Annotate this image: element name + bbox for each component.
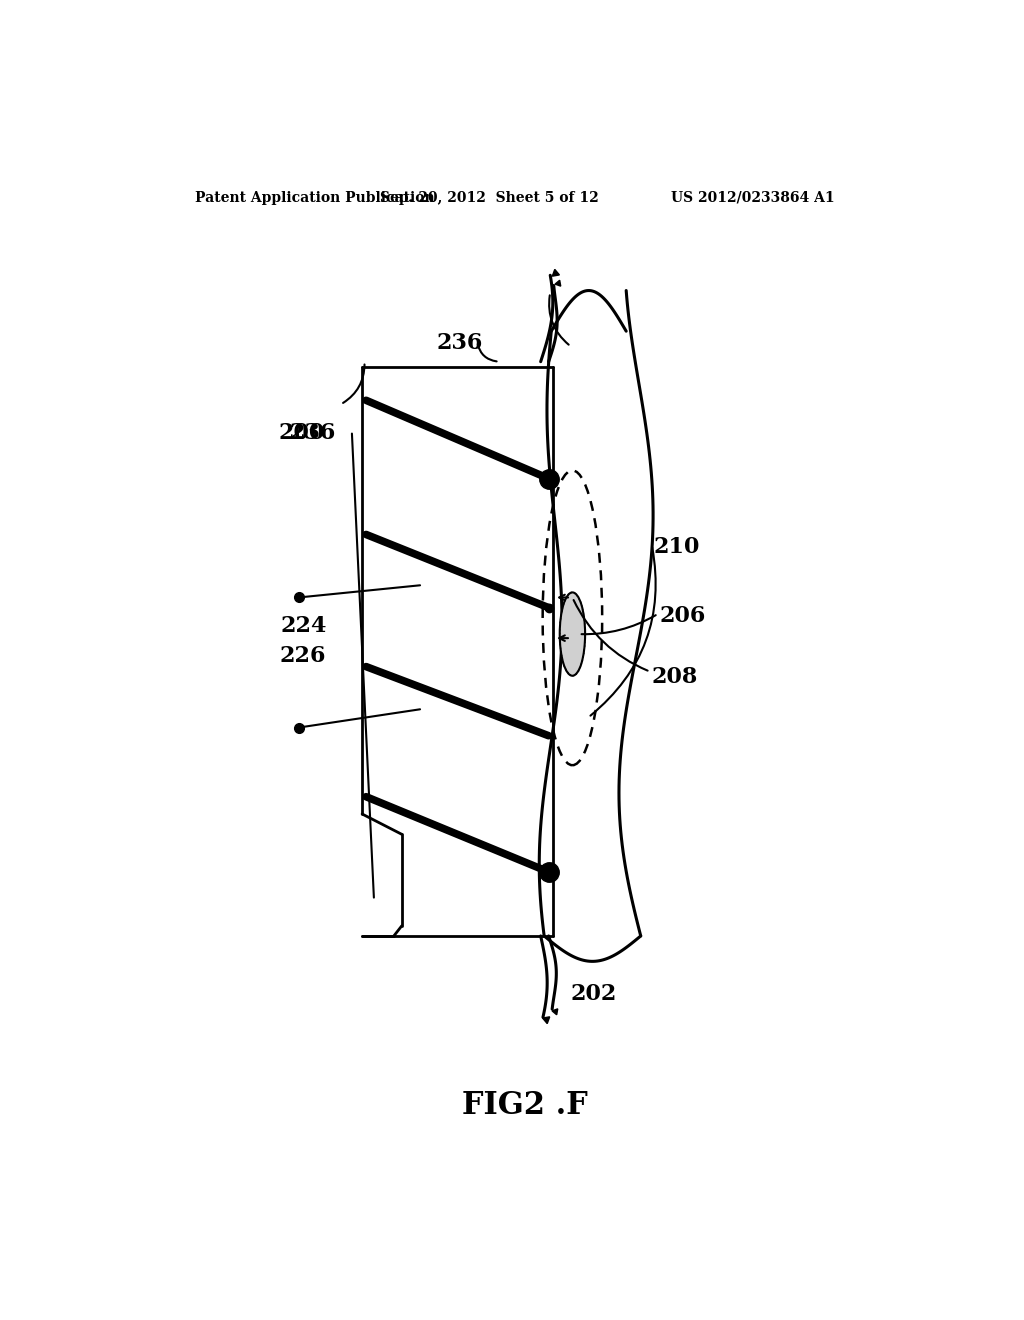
Ellipse shape	[560, 593, 585, 676]
Text: Patent Application Publication: Patent Application Publication	[196, 191, 435, 205]
Text: 210: 210	[653, 536, 699, 557]
Text: US 2012/0233864 A1: US 2012/0233864 A1	[671, 191, 835, 205]
Text: 202: 202	[570, 983, 617, 1005]
Text: FIG2 .F: FIG2 .F	[462, 1090, 588, 1121]
Text: 226: 226	[280, 645, 327, 668]
Text: 236: 236	[290, 422, 336, 444]
Text: 200: 200	[279, 422, 325, 444]
Text: 206: 206	[659, 605, 707, 627]
Text: 224: 224	[280, 615, 327, 638]
Text: 236: 236	[436, 331, 483, 354]
Text: Sep. 20, 2012  Sheet 5 of 12: Sep. 20, 2012 Sheet 5 of 12	[380, 191, 598, 205]
Text: 208: 208	[652, 665, 698, 688]
